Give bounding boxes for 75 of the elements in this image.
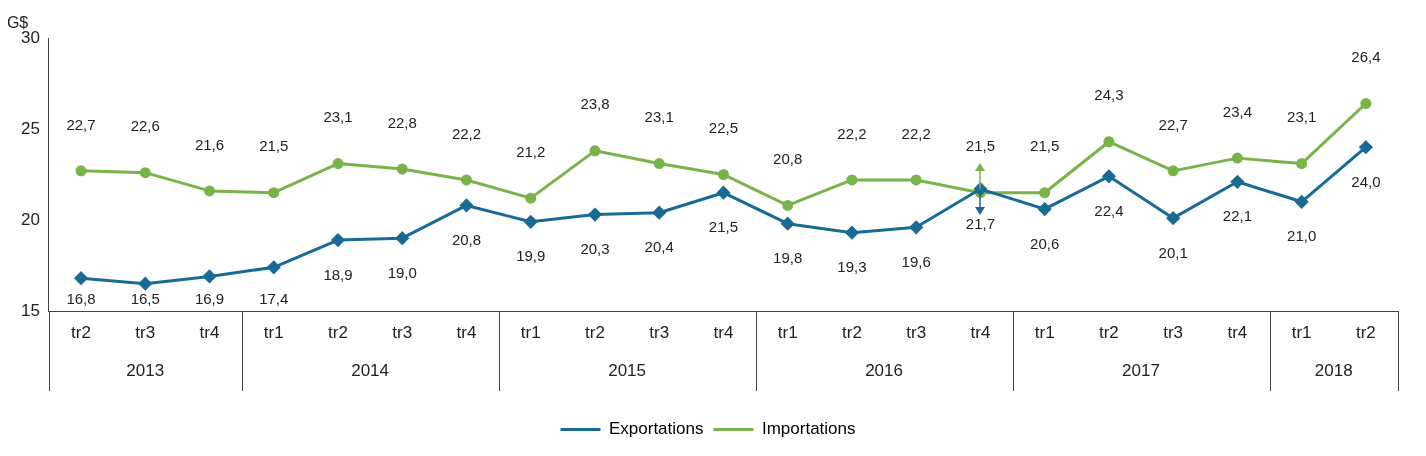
x-tick-label: tr1 bbox=[520, 322, 541, 342]
x-tick-label: tr3 bbox=[135, 322, 156, 342]
y-tick-label: 25 bbox=[20, 118, 40, 138]
data-label: 21,5 bbox=[259, 137, 289, 155]
data-label: 19,8 bbox=[773, 249, 803, 267]
legend-label: Importations bbox=[761, 419, 856, 439]
x-tick-label: tr3 bbox=[392, 322, 413, 342]
data-label: 19,3 bbox=[837, 258, 867, 276]
data-label: 22,5 bbox=[708, 119, 739, 137]
data-label: 22,1 bbox=[1222, 207, 1252, 225]
x-tick-label: tr2 bbox=[1355, 322, 1376, 342]
data-label: 17,4 bbox=[259, 289, 289, 307]
text: 2015 bbox=[608, 360, 647, 380]
x-tick-label: tr4 bbox=[713, 322, 734, 342]
data-label: 22,2 bbox=[837, 124, 867, 142]
data-label: 26,4 bbox=[1351, 48, 1381, 66]
data-label: 21,7 bbox=[965, 214, 996, 232]
x-tick-label: tr2 bbox=[585, 322, 605, 342]
data-label: 20,8 bbox=[451, 231, 482, 249]
data-label: 22,2 bbox=[451, 124, 482, 142]
data-label: 21,5 bbox=[1030, 137, 1060, 155]
x-tick-label: tr3 bbox=[906, 322, 927, 342]
data-label: 22,7 bbox=[66, 115, 96, 133]
x-tick-label: tr1 bbox=[777, 322, 798, 342]
x-tick-label: tr4 bbox=[199, 322, 220, 342]
data-label: 18,9 bbox=[323, 265, 353, 283]
data-label: 20,4 bbox=[644, 238, 674, 256]
data-label: 23,1 bbox=[1287, 108, 1317, 126]
legend-label: Exportations bbox=[608, 419, 704, 439]
data-label: 22,6 bbox=[130, 117, 160, 135]
data-label: 21,2 bbox=[516, 142, 546, 160]
data-label: 22,7 bbox=[1158, 115, 1188, 133]
x-tick-label: tr4 bbox=[456, 322, 477, 342]
y-tick-label: 15 bbox=[20, 300, 40, 320]
text: 2017 bbox=[1122, 360, 1160, 380]
x-tick-label: tr4 bbox=[970, 322, 991, 342]
text: 2018 bbox=[1314, 360, 1353, 380]
data-label: 22,4 bbox=[1094, 201, 1124, 219]
data-label: 21,0 bbox=[1287, 227, 1317, 245]
x-tick-label: tr2 bbox=[71, 322, 91, 342]
data-label: 20,6 bbox=[1030, 234, 1060, 252]
y-tick-label: 20 bbox=[20, 209, 40, 229]
x-tick-label: tr4 bbox=[1227, 322, 1248, 342]
text: 2016 bbox=[865, 360, 903, 380]
data-label: 16,9 bbox=[194, 289, 225, 307]
data-label: 22,2 bbox=[901, 124, 931, 142]
data-label: 19,0 bbox=[387, 263, 417, 281]
data-label: 20,3 bbox=[580, 240, 610, 258]
data-label: 21,6 bbox=[194, 135, 225, 153]
data-label: 21,5 bbox=[965, 137, 996, 155]
text: 2013 bbox=[126, 360, 165, 380]
x-tick-label: tr3 bbox=[649, 322, 670, 342]
data-label: 24,3 bbox=[1094, 86, 1124, 104]
x-tick-label: tr2 bbox=[328, 322, 348, 342]
x-tick-label: tr2 bbox=[1098, 322, 1119, 342]
x-tick-label: tr3 bbox=[1163, 322, 1184, 342]
data-label: 20,1 bbox=[1158, 243, 1188, 261]
data-label: 22,8 bbox=[387, 113, 417, 131]
x-tick-label: tr1 bbox=[263, 322, 284, 342]
data-label: 20,8 bbox=[773, 150, 803, 168]
x-tick-label: tr1 bbox=[1034, 322, 1055, 342]
x-tick-label: tr1 bbox=[1291, 322, 1312, 342]
x-tick-label: tr2 bbox=[842, 322, 862, 342]
data-label: 19,6 bbox=[901, 252, 931, 270]
data-label: 23,1 bbox=[323, 108, 353, 126]
data-label: 16,5 bbox=[130, 289, 160, 307]
data-label: 24,0 bbox=[1351, 172, 1381, 190]
data-label: 23,4 bbox=[1222, 102, 1252, 120]
data-label: 16,8 bbox=[66, 289, 96, 307]
data-label: 21,5 bbox=[708, 218, 739, 236]
y-axis-title: G$ bbox=[6, 14, 29, 32]
text: 2014 bbox=[351, 360, 390, 380]
data-label: 19,9 bbox=[516, 247, 546, 265]
data-label: 23,1 bbox=[644, 108, 674, 126]
data-label: 23,8 bbox=[580, 95, 610, 113]
